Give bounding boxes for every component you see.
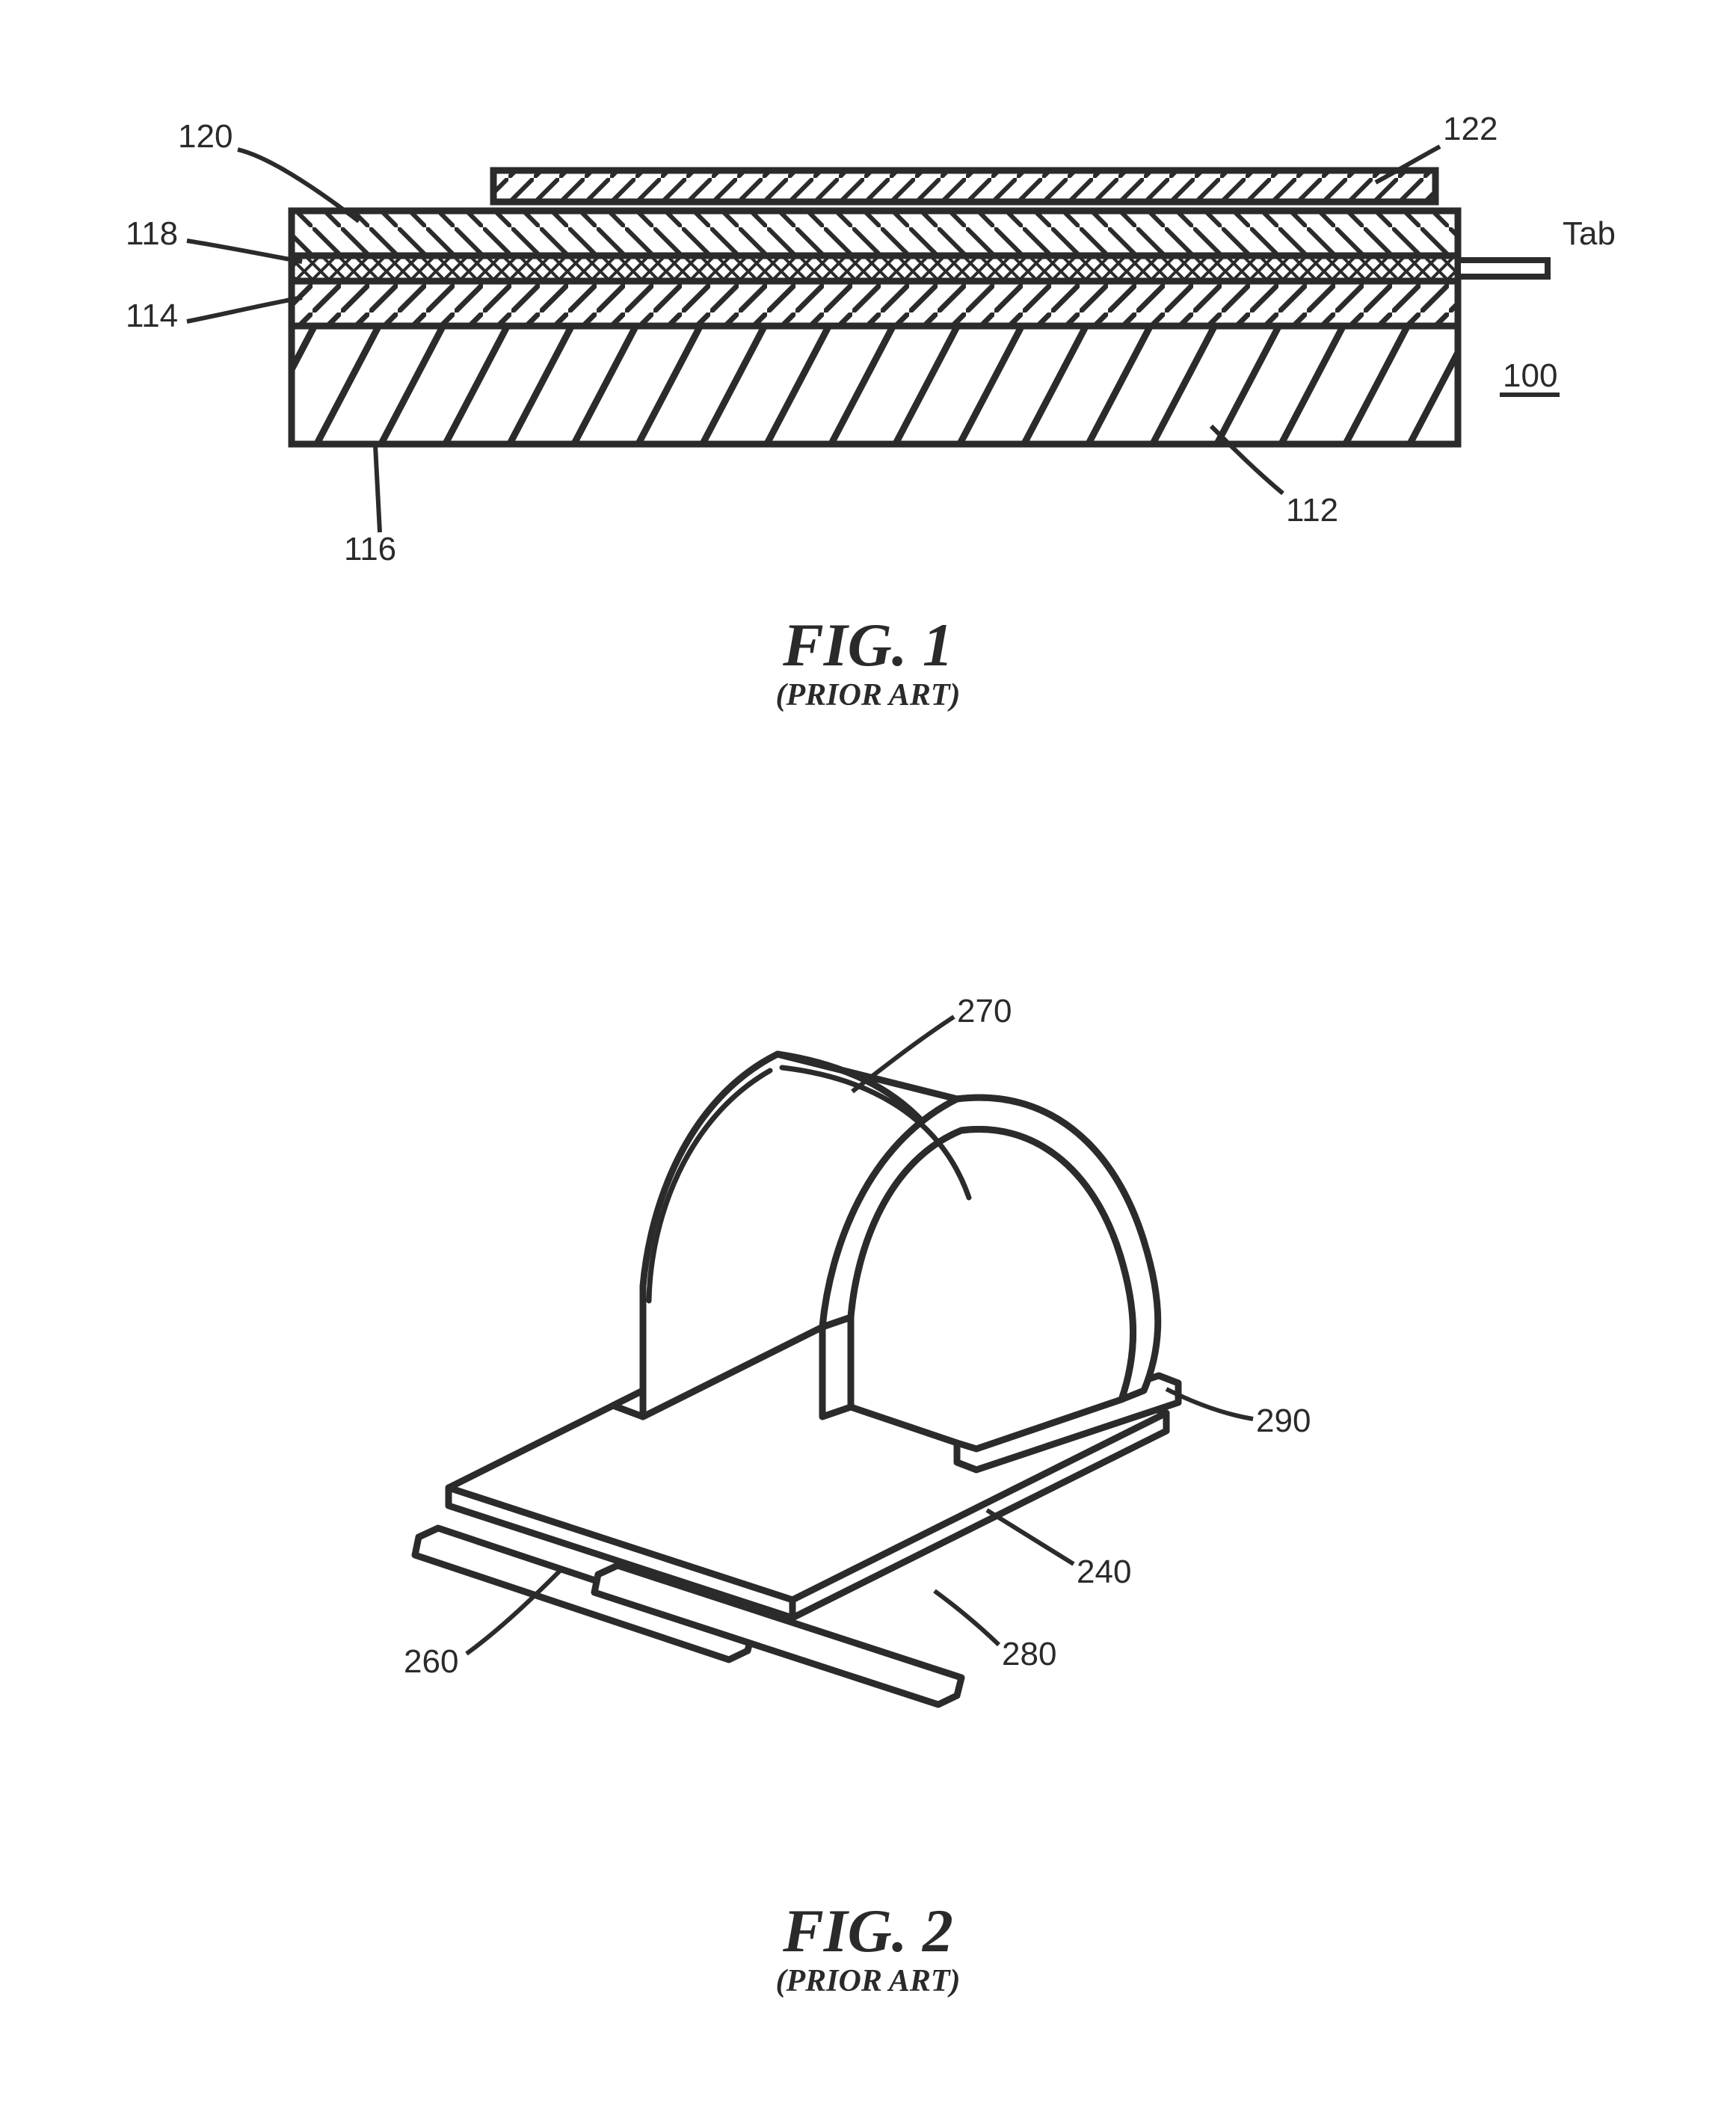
ref-290: 290 <box>1256 1403 1311 1440</box>
ref-112: 112 <box>1286 492 1338 529</box>
part-270-arch-leftwall <box>822 1317 851 1417</box>
ref-118: 118 <box>126 215 178 253</box>
ref-120: 120 <box>178 118 233 156</box>
layer-120 <box>292 211 1458 256</box>
ref-270: 270 <box>957 993 1012 1030</box>
leader-116 <box>375 446 380 532</box>
layer-114 <box>292 281 1458 326</box>
ref-280: 280 <box>1002 1636 1056 1673</box>
leader-280 <box>935 1591 999 1645</box>
layer-112 <box>292 326 1458 444</box>
fig1-subtitle: (PRIOR ART) <box>0 677 1736 713</box>
layer-122 <box>493 170 1435 202</box>
fig2-title: FIG. 2 <box>0 1899 1736 1963</box>
ref-100: 100 <box>1503 357 1557 395</box>
ref-tab: Tab <box>1563 215 1616 253</box>
fig2-drawing <box>0 897 1736 1869</box>
ref-122: 122 <box>1443 111 1498 148</box>
ref-260: 260 <box>404 1643 458 1681</box>
ref-240: 240 <box>1077 1554 1131 1591</box>
leader-270 <box>852 1017 954 1092</box>
leader-240 <box>987 1510 1074 1564</box>
fig1-title: FIG. 1 <box>0 613 1736 677</box>
leader-114 <box>187 298 302 321</box>
leader-118 <box>187 241 302 262</box>
layer-118 <box>292 256 1458 281</box>
fig2-subtitle: (PRIOR ART) <box>0 1963 1736 1999</box>
ref-116: 116 <box>344 531 396 568</box>
tab-protrusion <box>1458 260 1548 277</box>
ref-114: 114 <box>126 298 178 335</box>
